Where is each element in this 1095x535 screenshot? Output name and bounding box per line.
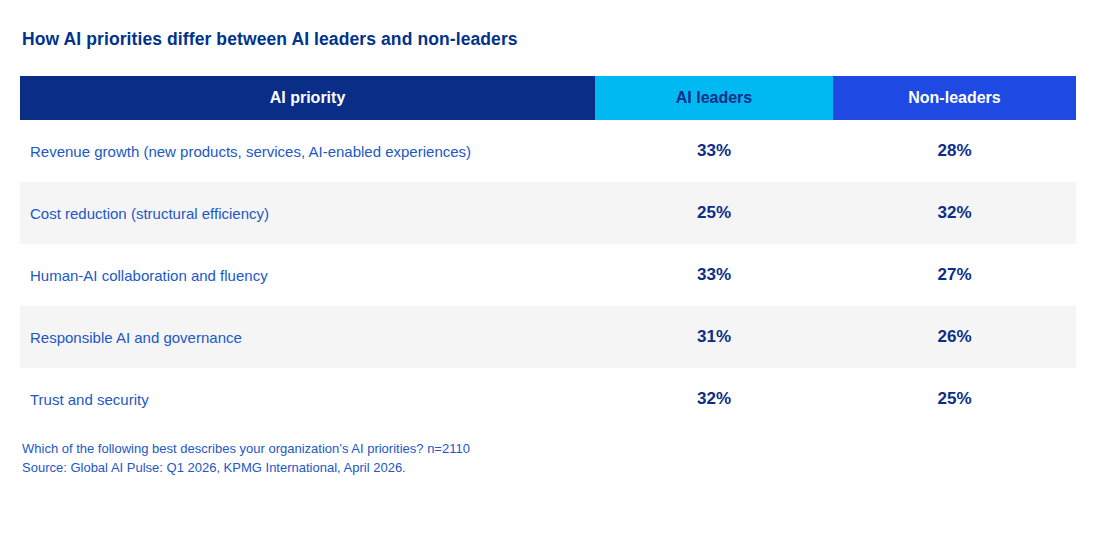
source-note: Source: Global AI Pulse: Q1 2026, KPMG I… (22, 458, 470, 477)
priority-label: Responsible AI and governance (20, 329, 595, 346)
footnote: Which of the following best describes yo… (22, 439, 470, 477)
ai-priorities-table: AI priority AI leaders Non-leaders Reven… (20, 76, 1076, 430)
column-header-ai-leaders: AI leaders (595, 76, 833, 120)
non-leaders-value: 26% (833, 327, 1076, 347)
priority-label: Revenue growth (new products, services, … (20, 143, 595, 160)
figure-canvas: How AI priorities differ between AI lead… (0, 0, 1095, 535)
non-leaders-value: 32% (833, 203, 1076, 223)
priority-label: Human-AI collaboration and fluency (20, 267, 595, 284)
priority-label: Cost reduction (structural efficiency) (20, 205, 595, 222)
survey-question: Which of the following best describes yo… (22, 439, 470, 458)
table-row: Responsible AI and governance 31% 26% (20, 306, 1076, 368)
column-header-non-leaders: Non-leaders (833, 76, 1076, 120)
ai-leaders-value: 33% (595, 265, 833, 285)
table-row: Revenue growth (new products, services, … (20, 120, 1076, 182)
non-leaders-value: 25% (833, 389, 1076, 409)
non-leaders-value: 27% (833, 265, 1076, 285)
ai-leaders-value: 33% (595, 141, 833, 161)
page-title: How AI priorities differ between AI lead… (22, 29, 518, 49)
ai-leaders-value: 32% (595, 389, 833, 409)
ai-leaders-value: 31% (595, 327, 833, 347)
table-row: Cost reduction (structural efficiency) 2… (20, 182, 1076, 244)
table-row: Trust and security 32% 25% (20, 368, 1076, 430)
priority-label: Trust and security (20, 391, 595, 408)
ai-leaders-value: 25% (595, 203, 833, 223)
column-header-ai-priority: AI priority (20, 76, 595, 120)
non-leaders-value: 28% (833, 141, 1076, 161)
table-header-row: AI priority AI leaders Non-leaders (20, 76, 1076, 120)
table-row: Human-AI collaboration and fluency 33% 2… (20, 244, 1076, 306)
